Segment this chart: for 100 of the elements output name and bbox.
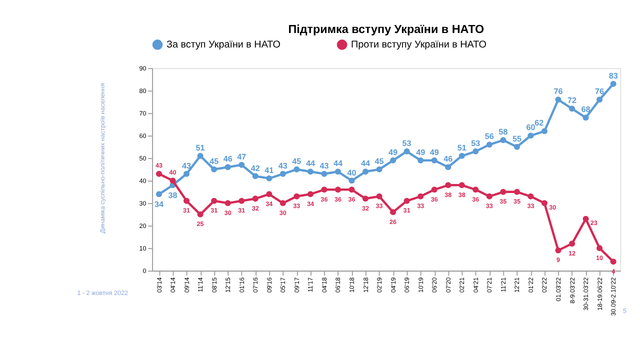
point	[582, 216, 589, 222]
point	[458, 152, 465, 159]
point	[334, 186, 341, 193]
data-label: 51	[457, 143, 467, 152]
point	[238, 198, 245, 204]
point	[170, 178, 176, 184]
data-label: 45	[374, 157, 384, 166]
data-label: 83	[608, 71, 618, 80]
point	[307, 168, 314, 175]
point	[528, 193, 534, 200]
point	[568, 240, 576, 247]
point	[486, 193, 492, 200]
point	[445, 182, 452, 188]
point	[321, 170, 328, 177]
data-label: 47	[237, 152, 247, 162]
data-label: 43	[182, 162, 192, 170]
point	[568, 106, 576, 112]
data-label: 44	[361, 159, 371, 168]
point	[596, 96, 603, 103]
point	[156, 170, 162, 177]
data-label: 46	[223, 154, 233, 164]
point	[431, 157, 438, 164]
point	[211, 166, 218, 172]
point	[528, 132, 534, 139]
point	[224, 200, 231, 206]
chart-title: Підтримка вступу України в НАТО	[288, 23, 484, 36]
point	[376, 193, 382, 200]
point	[211, 198, 218, 204]
point	[541, 128, 548, 134]
point	[472, 186, 479, 193]
point	[348, 186, 355, 193]
point	[514, 144, 520, 150]
point	[431, 186, 438, 193]
point	[418, 193, 424, 200]
point	[334, 168, 341, 175]
point	[362, 168, 369, 175]
point	[197, 211, 204, 218]
point	[390, 209, 396, 216]
point	[184, 198, 190, 204]
data-label: 49	[388, 148, 398, 157]
data-label: 60	[526, 123, 536, 132]
data-label: 46	[444, 154, 454, 164]
point	[307, 191, 314, 198]
data-label: 49	[430, 148, 440, 157]
point	[486, 142, 492, 148]
data-label: 49	[416, 148, 426, 157]
data-label: 53	[402, 138, 412, 148]
point	[156, 191, 162, 198]
data-label: 58	[498, 128, 508, 137]
data-label: 72	[568, 96, 578, 106]
data-label: 68	[581, 105, 591, 114]
data-label: 45	[210, 157, 220, 166]
point	[280, 170, 286, 177]
point	[418, 157, 424, 164]
point	[555, 247, 562, 254]
data-label: 41	[264, 166, 274, 175]
data-label: 34	[154, 200, 164, 209]
point	[445, 164, 452, 170]
point	[500, 188, 506, 195]
point	[404, 148, 410, 154]
point	[362, 196, 369, 202]
point	[555, 96, 562, 103]
legend-label: За вступ України в НАТО	[166, 39, 281, 50]
point	[266, 191, 272, 198]
point	[252, 173, 258, 180]
data-label: 76	[554, 87, 564, 96]
point	[541, 200, 548, 206]
point	[238, 162, 245, 168]
point	[610, 258, 616, 265]
data-label: 53	[471, 138, 481, 148]
point	[252, 196, 258, 202]
point	[610, 80, 616, 87]
data-label: 43	[320, 162, 330, 170]
point	[500, 137, 506, 144]
point	[266, 175, 272, 182]
point	[184, 170, 190, 177]
point	[472, 148, 479, 154]
data-label: 42	[250, 164, 260, 173]
data-label: 38	[168, 190, 178, 200]
point	[404, 198, 410, 204]
data-label: 44	[306, 159, 316, 168]
point	[390, 157, 396, 164]
data-label: 76	[595, 87, 605, 96]
point	[582, 114, 589, 121]
data-label: 40	[347, 168, 357, 178]
data-label: 55	[512, 134, 522, 144]
data-label: 44	[333, 159, 343, 168]
data-label: 45	[292, 157, 302, 166]
point	[596, 245, 603, 252]
data-label: 62	[534, 118, 544, 128]
data-label: 56	[484, 132, 494, 142]
data-label: 43	[278, 162, 288, 170]
point	[294, 166, 300, 172]
point	[458, 182, 465, 188]
data-label: 51	[196, 143, 206, 152]
point	[514, 188, 520, 195]
legend-label: Проти вступу України в НАТО	[351, 39, 487, 50]
point	[321, 186, 328, 193]
point	[348, 178, 355, 184]
point	[224, 164, 231, 170]
